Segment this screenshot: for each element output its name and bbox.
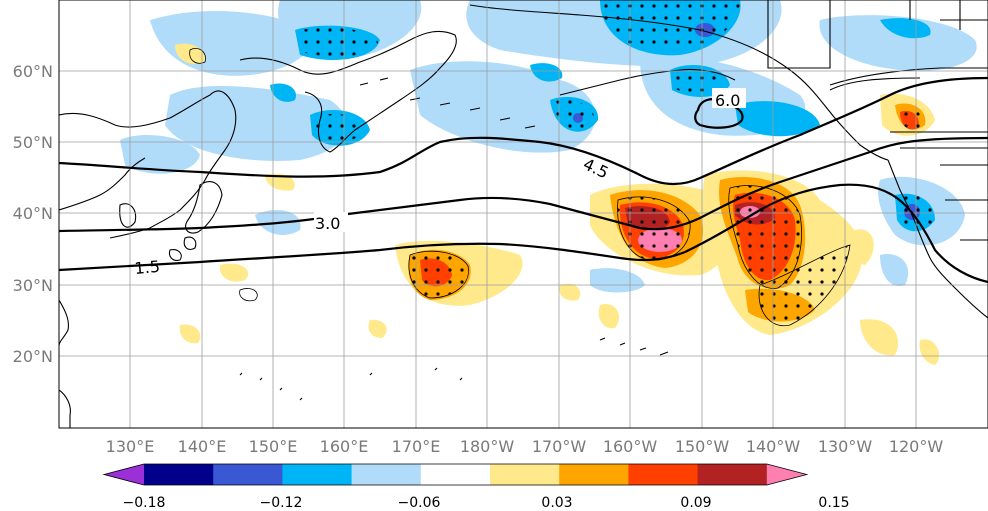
colorbar-segment: [697, 464, 768, 485]
contour-4-5: [59, 76, 988, 186]
lon-label-170w: 170°W: [532, 437, 587, 456]
lon-label-160e: 160°E: [320, 437, 369, 456]
lat-label-60n: 60°N: [13, 62, 53, 81]
lat-label-30n: 30°N: [13, 276, 53, 295]
gridlines: [59, 0, 988, 428]
contour-label-1-5: 1.5: [134, 257, 161, 278]
colorbar-label-015: 0.15: [818, 495, 849, 511]
colorbar-label-neg006: −0.06: [398, 495, 441, 511]
colorbar-label-neg018: −0.18: [123, 495, 166, 511]
colorbar-extend-high: [766, 464, 807, 485]
lon-label-140w: 140°W: [746, 437, 801, 456]
contour-lines: [59, 76, 988, 284]
colorbar-segment: [282, 464, 353, 485]
lon-label-150w: 150°W: [675, 437, 730, 456]
colorbar-label-009: 0.09: [680, 495, 711, 511]
lon-label-170e: 170°E: [392, 437, 441, 456]
lon-label-120w: 120°W: [889, 437, 944, 456]
colorbar-outline: [102, 463, 809, 486]
colorbar-segment: [490, 464, 560, 485]
colorbar-segment: [420, 464, 491, 485]
colorbar-segment: [351, 464, 422, 485]
lat-label-50n: 50°N: [13, 133, 53, 152]
plot-frame: [58, 0, 988, 429]
colorbar-extend-low: [104, 464, 144, 485]
coastlines: [59, 0, 988, 428]
longitude-labels: 130°E 140°E 150°E 160°E 170°E 180°W 170°…: [106, 437, 944, 456]
colorbar-label-003: 0.03: [541, 495, 572, 511]
colorbar-segment: [628, 464, 699, 485]
latitude-labels: 60°N 50°N 40°N 30°N 20°N: [13, 62, 53, 366]
lat-label-20n: 20°N: [13, 347, 53, 366]
colorbar-segment: [213, 464, 283, 485]
contour-label-6-0: 6.0: [715, 91, 740, 110]
colorbar-segment: [144, 464, 214, 485]
lon-label-180w: 180°W: [460, 437, 515, 456]
lon-label-140e: 140°E: [178, 437, 227, 456]
contour-1-5: [59, 183, 988, 284]
contour-label-3-0: 3.0: [315, 214, 340, 233]
lon-label-130w: 130°W: [818, 437, 873, 456]
colorbar-tick-labels: −0.18 −0.12 −0.06 0.03 0.09 0.15: [123, 495, 850, 511]
colorbar-segment: [559, 464, 629, 485]
lon-label-130e: 130°E: [106, 437, 155, 456]
region-outlines: [189, 47, 851, 327]
lon-label-150e: 150°E: [249, 437, 298, 456]
contour-3-0: [59, 136, 988, 233]
lon-label-160w: 160°W: [603, 437, 658, 456]
colorbar-label-neg012: −0.12: [260, 495, 303, 511]
colorbar: [102, 463, 809, 486]
lat-label-40n: 40°N: [13, 204, 53, 223]
